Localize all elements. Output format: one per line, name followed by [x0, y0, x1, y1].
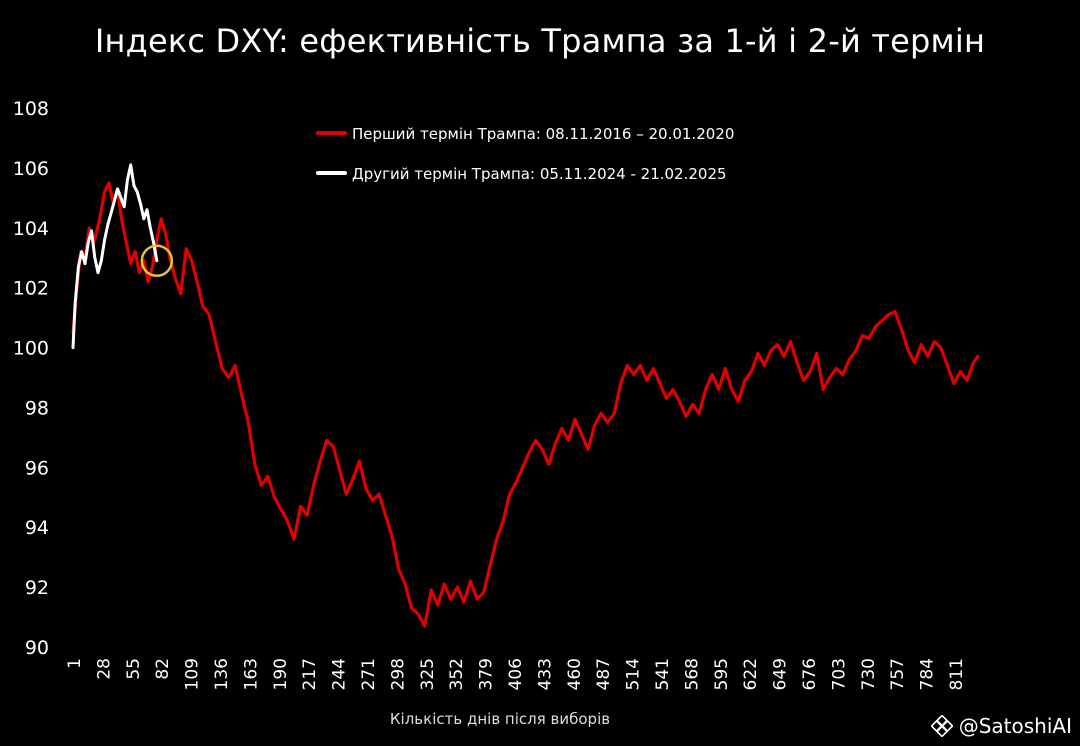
legend-label: Перший термін Трампа: 08.11.2016 – 20.01… [352, 125, 734, 143]
watermark: @SatoshiAI [930, 714, 1072, 738]
x-tick-label: 163 [241, 658, 261, 690]
x-tick-label: 379 [477, 658, 497, 690]
y-axis: 90 92 94 96 98 100 102 104 106 108 [13, 98, 49, 659]
x-tick-label: 1 [65, 658, 85, 669]
x-tick-label: 190 [271, 658, 291, 690]
series-line-first-term [71, 181, 980, 628]
legend-label: Другий термін Трампа: 05.11.2024 - 21.02… [352, 165, 727, 183]
annotation-layer [140, 244, 174, 277]
x-tick-label: 352 [447, 658, 467, 690]
watermark-handle: @SatoshiAI [958, 714, 1072, 738]
x-tick-label: 109 [183, 658, 203, 690]
x-tick-label: 568 [682, 658, 702, 690]
y-tick-label: 106 [13, 158, 49, 180]
x-tick-label: 514 [624, 658, 644, 690]
series-layer [71, 163, 980, 628]
y-tick-label: 96 [25, 457, 49, 479]
x-tick-label: 271 [359, 658, 379, 690]
x-tick-label: 28 [94, 658, 114, 680]
x-tick-label: 595 [712, 658, 732, 690]
x-tick-label: 136 [212, 658, 232, 690]
x-tick-label: 487 [594, 658, 614, 690]
series-line-second-term [71, 163, 159, 350]
y-tick-label: 92 [25, 577, 49, 599]
x-tick-label: 757 [888, 658, 908, 690]
x-tick-label: 730 [859, 658, 879, 690]
x-tick-label: 784 [918, 658, 938, 690]
legend: Перший термін Трампа: 08.11.2016 – 20.01… [316, 125, 734, 183]
x-axis: 1 28 55 82 109 136 163 190 217 244 271 298 325 352 379… [65, 658, 967, 690]
x-tick-label: 703 [829, 658, 849, 690]
x-tick-label: 622 [741, 658, 761, 690]
x-tick-label: 676 [800, 658, 820, 690]
chart-title: Індекс DXY: ефективність Трампа за 1-й і… [94, 22, 986, 60]
highlight-circle [140, 244, 174, 277]
x-tick-label: 541 [653, 658, 673, 690]
y-tick-label: 98 [25, 397, 49, 419]
x-tick-label: 649 [771, 658, 791, 690]
x-tick-label: 433 [535, 658, 555, 690]
x-tick-label: 82 [153, 658, 173, 680]
y-tick-label: 94 [25, 517, 49, 539]
x-tick-label: 55 [124, 658, 144, 680]
x-tick-label: 325 [418, 658, 438, 690]
x-tick-label: 244 [330, 658, 350, 690]
y-tick-label: 102 [13, 278, 49, 300]
x-tick-label: 298 [388, 658, 408, 690]
x-tick-label: 460 [565, 658, 585, 690]
x-tick-label: 811 [947, 658, 967, 690]
x-tick-label: 406 [506, 658, 526, 690]
y-tick-label: 104 [13, 218, 49, 240]
x-axis-label: Кількість днів після виборів [390, 710, 610, 728]
y-tick-label: 100 [13, 338, 49, 360]
y-tick-label: 108 [13, 98, 49, 120]
y-tick-label: 90 [25, 637, 49, 659]
binance-logo-icon [930, 715, 953, 737]
x-tick-label: 217 [300, 658, 320, 690]
